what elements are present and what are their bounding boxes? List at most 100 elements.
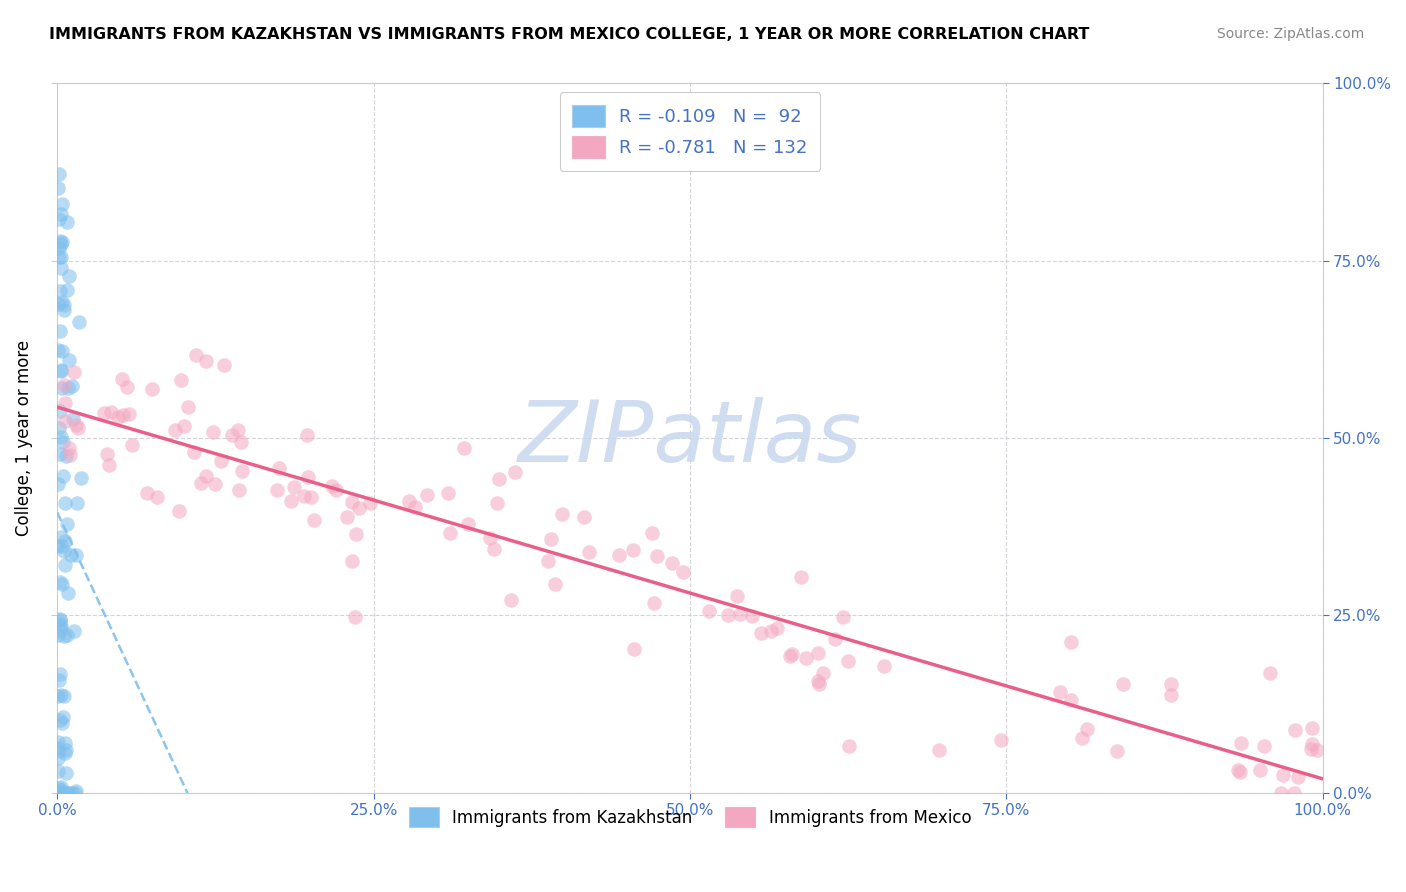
Point (990, 733, 1012, 747)
Point (640, 526, 662, 541)
Point (794, 651, 817, 665)
Point (177, 400, 200, 414)
Point (165, 423, 187, 437)
Point (807, 674, 830, 689)
Point (51, 236, 73, 251)
Point (1071, 731, 1094, 745)
Point (1160, 676, 1182, 690)
Point (51, 786, 73, 800)
Point (53, 496, 76, 510)
Point (344, 527, 367, 541)
Point (321, 479, 343, 493)
Point (170, 374, 193, 388)
Legend: Immigrants from Kazakhstan, Immigrants from Mexico: Immigrants from Kazakhstan, Immigrants f… (402, 800, 979, 834)
Point (269, 461, 291, 475)
Point (1286, 770, 1309, 784)
Point (51, 540, 73, 554)
Point (49, 325, 72, 339)
Point (48, 250, 70, 264)
Point (46, 689, 69, 703)
Point (49, 786, 72, 800)
Point (55, 215, 77, 229)
Point (266, 483, 288, 497)
Point (58, 269, 80, 284)
Point (63, 624, 86, 639)
Point (51, 235, 73, 250)
Point (49, 447, 72, 461)
Point (190, 475, 212, 490)
Point (228, 483, 250, 498)
Point (1111, 676, 1133, 690)
Point (67, 315, 90, 329)
Point (49, 617, 72, 632)
Point (107, 410, 129, 425)
Point (824, 632, 846, 646)
Point (52, 435, 75, 450)
Point (141, 382, 163, 396)
Point (725, 590, 748, 604)
Point (1301, 737, 1323, 751)
Point (66, 496, 89, 510)
Point (572, 510, 595, 524)
Point (342, 554, 364, 568)
Point (53, 746, 76, 760)
Point (226, 423, 249, 437)
Point (55, 533, 77, 548)
Point (51, 250, 73, 264)
Point (437, 486, 460, 500)
Point (49, 612, 72, 626)
Text: Source: ZipAtlas.com: Source: ZipAtlas.com (1216, 27, 1364, 41)
Point (58, 786, 80, 800)
Point (111, 372, 134, 386)
Y-axis label: College, 1 year or more: College, 1 year or more (15, 340, 32, 536)
Point (482, 542, 505, 557)
Point (761, 624, 783, 639)
Point (48, 574, 70, 589)
Point (1282, 786, 1305, 800)
Point (1060, 635, 1083, 649)
Point (49, 783, 72, 797)
Point (1284, 723, 1306, 738)
Point (46, 735, 69, 749)
Point (48, 613, 70, 627)
Point (46, 750, 69, 764)
Point (56, 627, 79, 641)
Point (53, 414, 76, 428)
Point (49, 618, 72, 632)
Point (146, 490, 169, 504)
Point (1049, 685, 1071, 699)
Point (398, 494, 420, 508)
Point (344, 610, 367, 624)
Point (873, 659, 896, 673)
Point (340, 494, 363, 508)
Point (499, 593, 522, 607)
Point (212, 358, 235, 372)
Point (415, 488, 437, 502)
Point (1229, 764, 1251, 779)
Point (741, 609, 763, 624)
Point (46, 539, 69, 553)
Point (59, 448, 82, 462)
Point (194, 468, 217, 483)
Point (62, 786, 84, 800)
Point (838, 739, 860, 753)
Point (404, 500, 426, 514)
Point (201, 425, 224, 440)
Point (56, 516, 79, 531)
Point (672, 565, 695, 579)
Point (65, 548, 87, 562)
Point (53, 396, 76, 410)
Point (297, 428, 319, 442)
Point (537, 554, 560, 568)
Point (51, 577, 73, 591)
Point (1301, 721, 1323, 735)
Point (112, 408, 135, 422)
Point (928, 742, 950, 756)
Point (832, 609, 855, 624)
Point (782, 647, 804, 661)
Point (48, 181, 70, 195)
Point (55, 742, 77, 756)
Point (1272, 767, 1295, 781)
Point (97, 458, 120, 472)
Point (643, 596, 665, 610)
